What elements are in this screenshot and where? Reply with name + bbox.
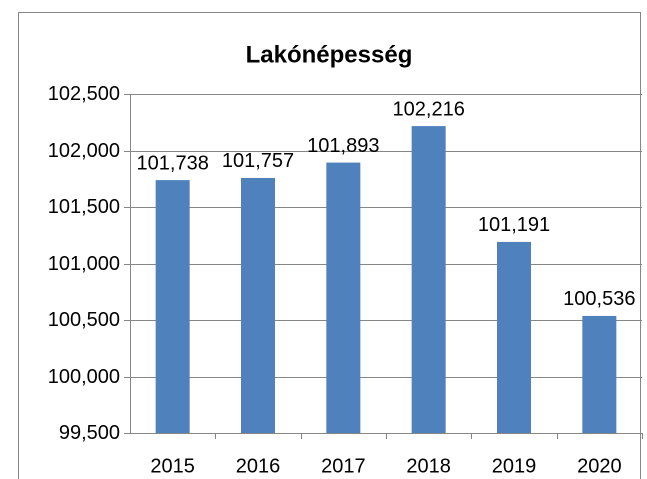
value-label: 101,191 — [478, 214, 550, 236]
y-tick-label: 102,500 — [48, 83, 120, 105]
value-label: 101,757 — [222, 150, 294, 172]
y-tick-label: 101,500 — [48, 196, 120, 218]
chart-title: Lakónépesség — [246, 41, 413, 68]
bar — [326, 162, 361, 433]
bar — [241, 177, 275, 433]
value-label: 100,536 — [563, 288, 635, 310]
value-label: 101,893 — [307, 135, 379, 157]
bar — [411, 126, 446, 433]
bar — [497, 241, 531, 433]
x-tick-label: 2018 — [406, 455, 451, 477]
y-tick-label: 99,500 — [59, 422, 120, 444]
x-tick-label: 2015 — [150, 455, 195, 477]
bar — [582, 315, 617, 433]
x-tick-label: 2017 — [321, 455, 366, 477]
x-tick-label: 2016 — [236, 455, 281, 477]
y-tick-label: 100,000 — [48, 366, 120, 388]
x-tick-label: 2020 — [577, 455, 622, 477]
y-tick-label: 102,000 — [48, 140, 120, 162]
value-label: 101,738 — [137, 152, 209, 174]
value-label: 102,216 — [393, 98, 465, 120]
x-tick-label: 2019 — [492, 455, 537, 477]
bar — [155, 180, 190, 433]
y-tick-label: 101,000 — [48, 253, 120, 275]
y-tick-label: 100,500 — [48, 309, 120, 331]
